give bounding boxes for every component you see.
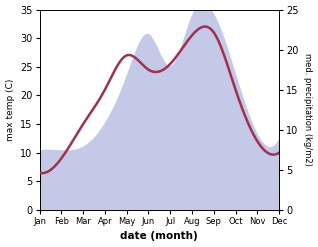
Y-axis label: med. precipitation (kg/m2): med. precipitation (kg/m2) [303,53,313,166]
Y-axis label: max temp (C): max temp (C) [5,79,15,141]
X-axis label: date (month): date (month) [121,231,198,242]
